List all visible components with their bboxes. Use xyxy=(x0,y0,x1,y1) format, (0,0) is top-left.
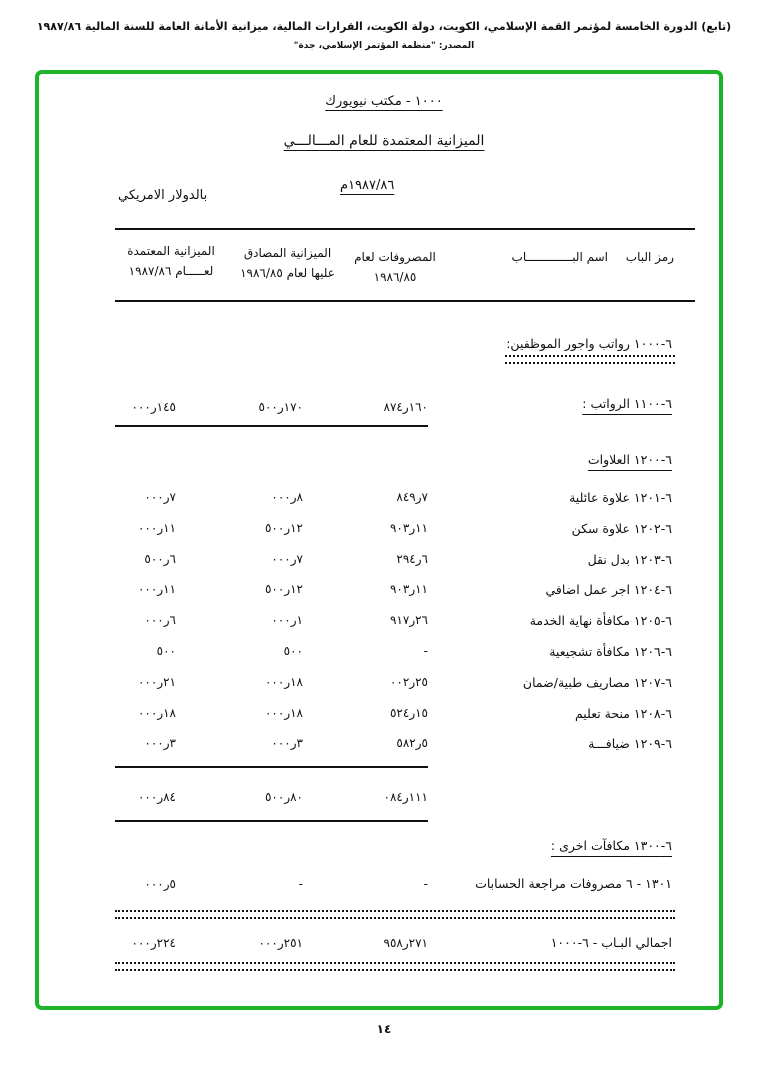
value-spent-8586: ١١ر٩٠٣ xyxy=(389,582,428,597)
value-spent-8586: ٧ر٨٤٩ xyxy=(396,490,428,504)
col-approved-header-1: الميزانية المصادق xyxy=(243,246,332,260)
row-label: ٦-١٢٠٨ منحة تعليم xyxy=(574,705,672,721)
divider xyxy=(115,228,695,230)
header-source: المصدر: "منظمة المؤتمر الإسلامي، جدة" xyxy=(293,41,475,51)
value-adopted-8687: ٧ر٠٠٠ xyxy=(144,490,176,504)
section-1000-title: ٦-١٠٠٠ رواتب واجور الموظفين: xyxy=(506,336,672,351)
currency-note: بالدولار الامريكي xyxy=(118,188,208,203)
col-approved-header: الميزانية المصادق عليها لعام ١٩٨٦/٨٥ xyxy=(225,246,350,280)
row-label: ٦-١٢٠١ علاوة عائلية xyxy=(569,490,672,505)
value-spent-8586: - xyxy=(423,644,428,658)
value-approved-8586: ٢٥١ر٠٠٠ xyxy=(258,936,303,950)
value-approved-8586: ١٧٠ر٥٠٠ xyxy=(258,400,303,414)
value-adopted-8687: ٨٤ر٠٠٠ xyxy=(137,790,176,804)
col-adopted-header-1: الميزانية المعتمدة xyxy=(127,244,215,258)
fiscal-year: ١٩٨٧/٨٦م xyxy=(340,178,395,193)
value-approved-8586: ٣ر٠٠٠ xyxy=(271,736,303,751)
divider xyxy=(115,425,428,427)
value-spent-8586: ٢٥ر٠٠٢ xyxy=(389,674,428,689)
col-spent-header: المصروفات لعام ١٩٨٦/٨٥ xyxy=(340,250,450,284)
row-label: ٦-١٢٠٤ اجر عمل اضافي xyxy=(545,582,672,598)
value-approved-8586: ٥٠٠ xyxy=(283,644,303,658)
highlight-frame xyxy=(35,70,723,1010)
budget-title-wrap: الميزانية المعتمدة للعام المـــالـــي xyxy=(0,133,768,149)
value-adopted-8687: ١٨ر٠٠٠ xyxy=(137,705,176,720)
col-spent-header-2: ١٩٨٦/٨٥ xyxy=(373,270,417,284)
value-adopted-8687: ١١ر٠٠٠ xyxy=(137,520,176,535)
section-1300-title: ٦-١٣٠٠ مكافآت اخرى : xyxy=(550,838,672,853)
allowances-title: ٦-١٢٠٠ العلاوات xyxy=(587,452,672,467)
value-approved-8586: ١ر٠٠٠ xyxy=(271,613,303,628)
value-spent-8586: ١٦٠ر٨٧٤ xyxy=(383,400,428,414)
col-approved-header-2: عليها لعام ١٩٨٦/٨٥ xyxy=(240,266,335,280)
col-name-header: اسم البـــــــــــــاب xyxy=(511,250,608,264)
row-label-audit: ١٣٠١ - ٦ مصروفات مراجعة الحسابات xyxy=(475,876,672,891)
budget-title: الميزانية المعتمدة للعام المـــالـــي xyxy=(283,133,485,149)
office-title: ١٠٠٠ - مكتب نيويورك xyxy=(325,94,443,109)
row-label: ٦-١٢٠٦ مكافأة تشجيعية xyxy=(549,644,672,659)
col-spent-header-1: المصروفات لعام xyxy=(354,250,436,264)
value-adopted-8687: ٢٢٤ر٠٠٠ xyxy=(131,936,176,950)
double-dotted-divider xyxy=(115,910,675,919)
double-underline xyxy=(505,355,675,364)
row-label: ٦-١٢٠٢ علاوة سكن xyxy=(571,520,672,536)
row-label: ٦-١٢٠٩ ضيافـــة xyxy=(588,736,672,752)
value-spent-8586: ١٥ر٥٢٤ xyxy=(389,705,428,720)
value-approved-8586: ١٨ر٠٠٠ xyxy=(264,674,303,689)
value-adopted-8687: ٦ر٥٠٠ xyxy=(144,551,176,566)
divider xyxy=(115,820,428,822)
value-approved-8586: ٨٠ر٥٠٠ xyxy=(264,790,303,804)
value-approved-8586: - xyxy=(298,877,303,891)
value-adopted-8687: ٦ر٠٠٠ xyxy=(144,613,176,628)
value-spent-8586: ٢٦ر٩١٧ xyxy=(389,613,428,628)
value-spent-8586: ٦ر٢٩٤ xyxy=(396,551,428,566)
value-spent-8586: ١١١ر٠٨٤ xyxy=(383,790,428,804)
value-approved-8586: ١٢ر٥٠٠ xyxy=(264,582,303,597)
value-spent-8586: ١١ر٩٠٣ xyxy=(389,520,428,535)
row-label: ٦-١٢٠٣ بدل نقل xyxy=(587,551,672,567)
value-approved-8586: ١٨ر٠٠٠ xyxy=(264,705,303,720)
divider xyxy=(115,766,428,768)
office-title-wrap: ١٠٠٠ - مكتب نيويورك xyxy=(0,94,768,109)
value-approved-8586: ٧ر٠٠٠ xyxy=(271,551,303,566)
header-title: (تابع) الدورة الخامسة لمؤتمر القمة الإسل… xyxy=(36,20,732,33)
value-adopted-8687: ٣ر٠٠٠ xyxy=(144,736,176,751)
row-label-salaries: ٦-١١٠٠ الرواتب : xyxy=(582,396,672,411)
year-wrap: ١٩٨٧/٨٦م xyxy=(340,178,394,193)
row-label-grand-total: اجمالي البـاب - ٦-١٠٠٠ xyxy=(550,935,672,950)
page-number: ١٤ xyxy=(376,1022,392,1036)
value-adopted-8687: ٢١ر٠٠٠ xyxy=(137,674,176,689)
value-adopted-8687: ٥٠٠ xyxy=(156,644,176,658)
value-spent-8586: ٥ر٥٨٢ xyxy=(396,736,428,751)
col-adopted-header: الميزانية المعتمدة لعـــــام ١٩٨٧/٨٦ xyxy=(112,244,230,278)
row-label: ٦-١٢٠٥ مكافأة نهاية الخدمة xyxy=(529,613,672,629)
value-approved-8586: ١٢ر٥٠٠ xyxy=(264,520,303,535)
value-adopted-8687: ١١ر٠٠٠ xyxy=(137,582,176,597)
value-spent-8586: ٢٧١ر٩٥٨ xyxy=(383,936,428,950)
double-dotted-divider xyxy=(115,962,675,971)
col-code-header: رمز الباب xyxy=(625,250,674,264)
col-adopted-header-2: لعـــــام ١٩٨٧/٨٦ xyxy=(128,264,214,278)
value-adopted-8687: ١٤٥ر٠٠٠ xyxy=(131,400,176,414)
divider xyxy=(115,300,695,302)
value-spent-8586: - xyxy=(423,877,428,891)
value-adopted-8687: ٥ر٠٠٠ xyxy=(144,877,176,891)
row-label: ٦-١٢٠٧ مصاريف طبية/ضمان xyxy=(522,674,672,690)
value-approved-8586: ٨ر٠٠٠ xyxy=(271,490,303,504)
